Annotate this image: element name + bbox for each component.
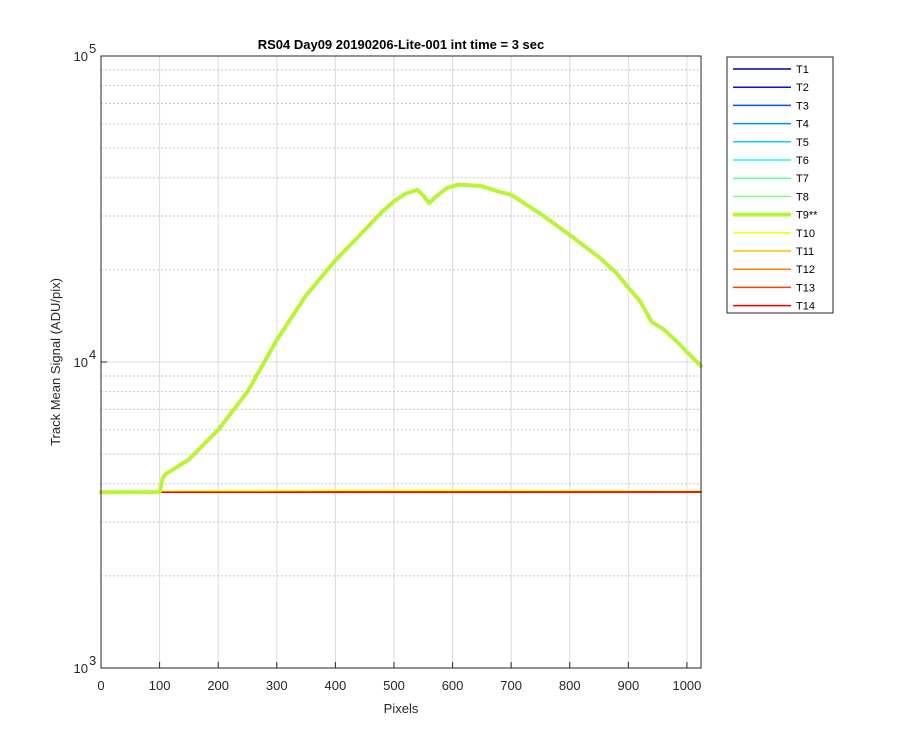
x-tick-label: 100: [149, 678, 171, 693]
y-axis-label: Track Mean Signal (ADU/pix): [48, 278, 63, 446]
x-tick-label: 500: [383, 678, 405, 693]
x-tick-label: 400: [325, 678, 347, 693]
y-tick-label: 10: [74, 355, 88, 370]
x-tick-label: 700: [500, 678, 522, 693]
series-line-t9: [99, 182, 703, 495]
x-tick-label: 800: [559, 678, 581, 693]
legend-label: T7: [796, 173, 809, 185]
y-tick-exponent: 5: [89, 41, 96, 56]
data-series: [99, 182, 703, 495]
legend-label: T2: [796, 82, 809, 94]
legend-label: T13: [796, 282, 815, 294]
y-tick-label: 10: [74, 661, 88, 676]
y-tick-label: 10: [74, 49, 88, 64]
x-tick-label: 300: [266, 678, 288, 693]
chart-title: RS04 Day09 20190206-Lite-001 int time = …: [258, 37, 545, 52]
x-tick-labels: 0 100 200 300 400 500 600 700 800 900 1000: [97, 662, 701, 693]
y-tick-exponent: 3: [89, 653, 96, 668]
legend-label: T1: [796, 64, 809, 76]
y-tick-exponent: 4: [89, 347, 96, 362]
x-tick-label: 1000: [672, 678, 701, 693]
x-tick-label: 600: [442, 678, 464, 693]
legend-label: T6: [796, 155, 809, 167]
legend-label: T3: [796, 100, 809, 112]
legend-label: T14: [796, 301, 815, 313]
legend-label: T10: [796, 228, 815, 240]
legend-label: T9**: [796, 210, 818, 222]
x-axis-label: Pixels: [384, 701, 419, 716]
legend-label: T12: [796, 264, 815, 276]
legend: T1 T2 T3 T4 T5 T6 T7 T8 T9** T10 T11 T12 T13 T14: [726, 56, 834, 314]
legend-label: T4: [796, 119, 809, 131]
legend-box: [726, 56, 834, 314]
x-tick-label: 0: [97, 678, 104, 693]
legend-label: T5: [796, 137, 809, 149]
legend-label: T8: [796, 191, 809, 203]
x-tick-label: 900: [617, 678, 639, 693]
series-line-t10: [100, 489, 702, 493]
grid-lines: [100, 55, 701, 669]
legend-label: T11: [796, 246, 814, 258]
x-tick-label: 200: [207, 678, 229, 693]
